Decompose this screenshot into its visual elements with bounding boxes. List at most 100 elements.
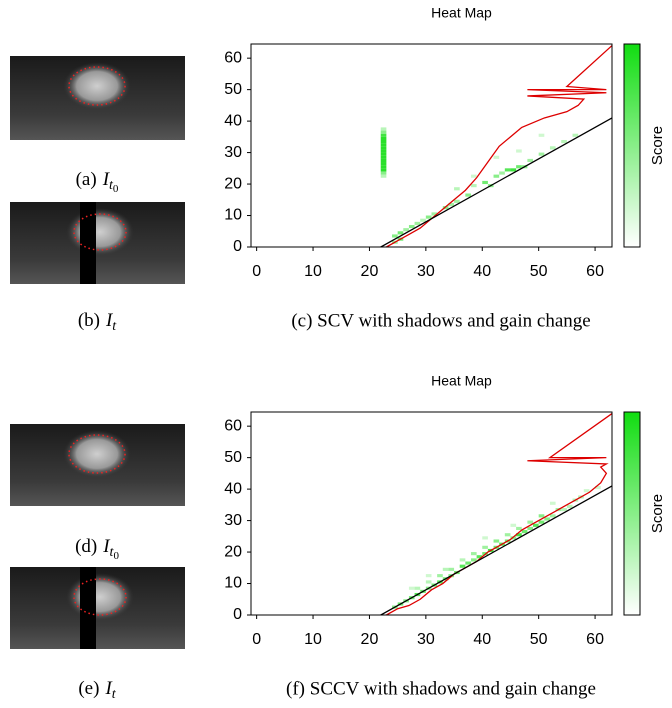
image-b — [10, 202, 185, 284]
caption-subsubscript: 0 — [113, 183, 119, 195]
heat-cell — [470, 184, 477, 188]
heat-cell — [493, 155, 500, 159]
colorbar-label: Score — [649, 126, 666, 165]
y-tick-label: 60 — [224, 417, 242, 434]
heat-cell — [431, 212, 438, 216]
heat-cell — [538, 514, 545, 518]
heat-cell — [470, 174, 477, 178]
heat-cell — [380, 158, 387, 163]
heat-cell — [476, 555, 483, 559]
heat-cell — [380, 174, 387, 178]
heat-cell — [408, 224, 415, 229]
plot-frame — [250, 411, 613, 616]
heat-cell — [493, 174, 500, 178]
heat-cell — [380, 146, 387, 150]
caption-symbol: I — [102, 536, 111, 557]
heat-cell — [499, 171, 505, 175]
y-tick-label: 0 — [233, 606, 242, 623]
heat-cell — [380, 143, 387, 147]
heat-cell — [527, 158, 534, 163]
heat-cell — [425, 215, 432, 219]
heat-cell — [566, 504, 573, 508]
x-tick-label: 50 — [530, 631, 548, 648]
heat-cell — [572, 133, 579, 137]
heat-cell — [454, 187, 460, 191]
heat-cell — [454, 199, 460, 203]
heat-cell — [380, 139, 387, 144]
heat-cell — [470, 552, 477, 556]
heat-cell — [527, 526, 534, 531]
heat-cell — [538, 520, 545, 524]
plot-frame — [250, 43, 613, 248]
line — [386, 413, 613, 616]
heat-cell — [595, 485, 601, 490]
y-tick-label: 10 — [224, 575, 242, 592]
heat-cell — [380, 155, 387, 159]
caption-label: (b) — [78, 310, 100, 331]
heat-cell — [510, 168, 517, 172]
caption-symbol: I — [105, 310, 114, 331]
caption-label: (a) — [76, 169, 97, 190]
heat-cell — [465, 193, 471, 197]
heat-cell — [397, 231, 404, 235]
x-tick-label: 30 — [417, 631, 435, 648]
y-tick-label: 30 — [224, 144, 242, 161]
y-tick-label: 50 — [224, 449, 242, 466]
y-tick-label: 60 — [224, 49, 242, 66]
caption-subscript: t — [112, 687, 117, 702]
heat-cell — [380, 165, 387, 169]
heat-cell — [482, 180, 488, 185]
x-tick-label: 60 — [586, 263, 604, 280]
chart-title: Heat Map — [431, 5, 492, 21]
heat-cell — [521, 530, 528, 534]
x-tick-label: 40 — [473, 263, 491, 280]
heat-cell — [380, 162, 387, 166]
heat-cell — [414, 586, 421, 590]
y-tick-label: 50 — [224, 81, 242, 98]
chart-caption: (c) SCV with shadows and gain change — [291, 310, 590, 331]
heat-cell — [392, 234, 398, 238]
x-tick-label: 20 — [361, 631, 379, 648]
heat-cell — [380, 149, 387, 153]
heat-cell — [583, 489, 590, 493]
heat-cell — [549, 146, 556, 150]
y-tick-label: 20 — [224, 543, 242, 560]
x-tick-label: 0 — [252, 263, 261, 280]
heat-cell — [425, 580, 432, 584]
heat-cell — [482, 545, 488, 549]
image-caption: (e) It — [78, 678, 116, 702]
chart-caption: (f) SCCV with shadows and gain change — [286, 678, 596, 699]
caption-label: (d) — [75, 536, 97, 557]
colorbar-label: Score — [649, 494, 666, 533]
heat-cell — [493, 539, 500, 543]
colorbar — [623, 43, 641, 248]
heat-cell — [380, 127, 387, 131]
heat-cell — [516, 526, 522, 531]
heat-cell — [380, 130, 387, 134]
x-tick-label: 40 — [473, 631, 491, 648]
heat-cell — [425, 574, 432, 578]
caption-symbol: I — [104, 678, 113, 699]
caption-subscript: t — [110, 545, 115, 560]
y-tick-label: 0 — [233, 238, 242, 255]
caption-subsubscript: 0 — [113, 550, 119, 562]
heat-cell — [561, 507, 567, 512]
image-caption: (b) It — [78, 310, 117, 334]
heat-cell — [459, 564, 466, 568]
x-tick-label: 60 — [586, 631, 604, 648]
x-tick-label: 0 — [252, 631, 261, 648]
image-caption: (d) It0 — [75, 536, 119, 561]
image-a — [10, 56, 185, 140]
caption-symbol: I — [102, 169, 111, 190]
line — [380, 117, 613, 248]
heat-cell — [403, 228, 409, 232]
heat-cell — [380, 133, 387, 137]
heat-cell — [448, 567, 455, 571]
heat-cell — [561, 139, 567, 144]
x-tick-label: 10 — [304, 631, 322, 648]
y-tick-label: 30 — [224, 512, 242, 529]
heat-cell — [544, 517, 550, 521]
heat-cell — [516, 149, 522, 153]
x-tick-label: 20 — [361, 263, 379, 280]
heat-cell — [510, 523, 517, 527]
